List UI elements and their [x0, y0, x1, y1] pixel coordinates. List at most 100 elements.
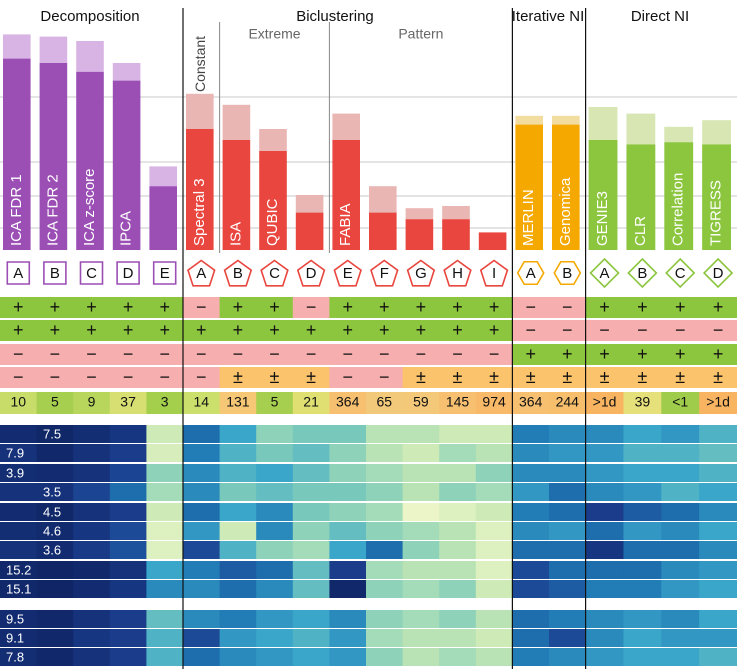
heat-cell [109, 580, 147, 598]
heat-cell [256, 541, 294, 559]
heat-cell [699, 610, 737, 628]
heat-cell [402, 629, 440, 647]
heat-cell [146, 580, 184, 598]
sign-cell [183, 320, 221, 341]
heat-cell [585, 464, 624, 482]
bar-total [259, 129, 287, 151]
sign-cell [585, 297, 624, 318]
heat-label: 15.2 [6, 562, 31, 577]
heat-cell [585, 610, 624, 628]
badge-shape [479, 259, 509, 287]
heat-cell [623, 541, 662, 559]
heat-cell [183, 629, 221, 647]
heat-cell [329, 610, 367, 628]
heat-cell [329, 580, 367, 598]
sign: − [306, 297, 317, 317]
heat-cell [0, 561, 38, 579]
badge-letter: C [269, 265, 280, 282]
heat-cell [512, 648, 550, 666]
heat-cell [0, 648, 38, 666]
heat-cell [549, 503, 587, 521]
sign: + [599, 297, 610, 317]
sign: − [86, 367, 97, 387]
heat-cell [439, 648, 477, 666]
bar-core [186, 129, 214, 250]
heat-cell [146, 648, 184, 666]
sign: ± [637, 367, 647, 387]
sign: − [13, 367, 24, 387]
sign-cell [73, 344, 111, 365]
sign: − [342, 367, 353, 387]
heat-cell [292, 483, 330, 501]
heat-cell [366, 561, 404, 579]
group-title: Iterative NI [512, 8, 585, 25]
sign-cell [699, 320, 737, 341]
heat-cell [512, 522, 550, 540]
bar-core [112, 80, 141, 250]
sign-cell [219, 320, 257, 341]
heat-cell [699, 541, 737, 559]
heat-cell [183, 610, 221, 628]
heat-cell [109, 610, 147, 628]
heat-cell [36, 444, 74, 462]
heat-cell [585, 541, 624, 559]
badge-letter: C [86, 265, 97, 282]
time: 10 [11, 394, 27, 410]
heat-cell [256, 444, 294, 462]
bar-core [39, 63, 68, 250]
heat-cell [109, 541, 147, 559]
heat-cell [219, 444, 257, 462]
sign: + [233, 297, 244, 317]
heat-cell [439, 464, 477, 482]
badge-shape [589, 257, 620, 289]
heat-cell [329, 522, 367, 540]
sign-cell [256, 344, 294, 365]
bar-core [332, 140, 360, 250]
heat-cell [549, 610, 587, 628]
sign: − [416, 344, 427, 364]
bar-total [186, 93, 214, 129]
method-name: Spectral 3 [191, 178, 208, 246]
sign: ± [416, 367, 426, 387]
sign-cell [36, 344, 74, 365]
heat-cell [585, 425, 624, 443]
sign: − [525, 297, 536, 317]
heat-cell [146, 522, 184, 540]
sign: + [713, 297, 724, 317]
sign: + [13, 320, 24, 340]
heat-cell [183, 503, 221, 521]
heat-cell [36, 522, 74, 540]
heat-cell [661, 522, 700, 540]
heat-cell [439, 610, 477, 628]
sign: + [159, 320, 170, 340]
sign-cell [585, 344, 624, 365]
heat-cell [256, 648, 294, 666]
heat-cell [146, 610, 184, 628]
heat-cell [585, 561, 624, 579]
time-cell [549, 392, 587, 414]
heat-cell [73, 522, 111, 540]
time-cell [699, 392, 737, 414]
sign-cell [512, 344, 550, 365]
time: 974 [482, 394, 506, 410]
time: 5 [271, 394, 279, 410]
badge-shape [116, 261, 140, 285]
heat-cell [512, 629, 550, 647]
time: 39 [635, 394, 651, 410]
heat-cell [73, 629, 111, 647]
heat-cell [512, 425, 550, 443]
heat-cell [146, 464, 184, 482]
heat-cell [292, 503, 330, 521]
sign: ± [489, 367, 499, 387]
sign: − [379, 367, 390, 387]
sign: ± [526, 367, 536, 387]
sign: − [379, 344, 390, 364]
sign: − [599, 320, 610, 340]
heat-cell [512, 561, 550, 579]
time: 131 [226, 394, 250, 410]
method-name: FABIA [337, 203, 354, 246]
heat-cell [366, 541, 404, 559]
sign: + [233, 320, 244, 340]
heat-cell [699, 425, 737, 443]
heat-cell [661, 464, 700, 482]
